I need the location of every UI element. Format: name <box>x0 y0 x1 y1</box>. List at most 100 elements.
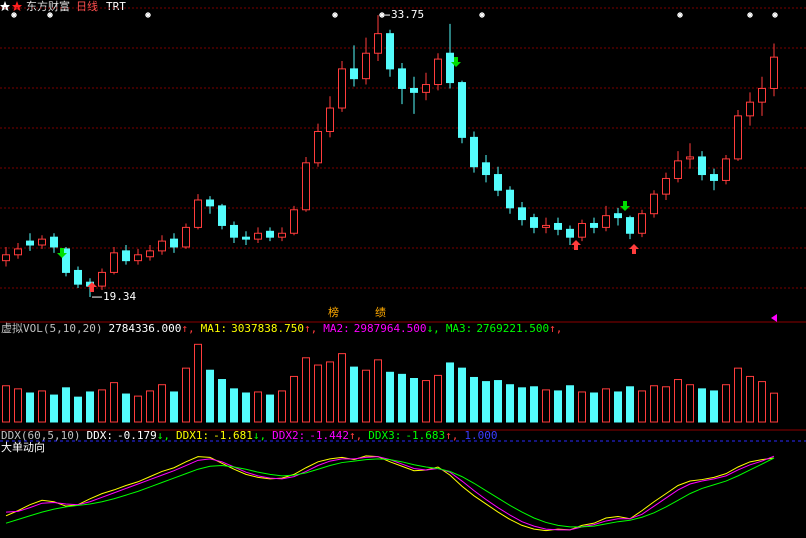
candle-body <box>434 58 442 86</box>
candle-body <box>302 162 310 211</box>
candle-body <box>206 199 214 207</box>
candle-body <box>290 209 298 234</box>
candle-body <box>218 205 226 226</box>
volume-bar <box>578 391 586 423</box>
annotation: 绩 <box>375 306 386 319</box>
volume-bar <box>254 391 262 423</box>
candle-body <box>458 82 466 138</box>
volume-bar <box>662 386 670 423</box>
buy-arrow <box>87 282 97 292</box>
volume-bar <box>38 390 46 423</box>
volume-bar <box>566 385 574 423</box>
volume-bar <box>350 366 358 423</box>
candle-body <box>194 199 202 228</box>
signal-star <box>47 12 53 18</box>
indicator-trend: ↑, <box>304 322 317 335</box>
candle-body <box>134 254 142 262</box>
indicator-value: 3037838.750 <box>231 322 304 335</box>
candle-body <box>590 222 598 228</box>
candle-body <box>62 248 70 273</box>
volume-bar <box>14 388 22 423</box>
candle-body <box>698 156 706 176</box>
buy-arrow <box>629 244 639 254</box>
signal-star <box>332 12 338 18</box>
candle-body <box>242 236 250 240</box>
volume-bar <box>506 384 514 423</box>
sell-arrow <box>57 248 67 258</box>
volume-bar <box>638 390 646 423</box>
indicator-name: DDX3: <box>368 429 401 442</box>
indicator-name: MA3: <box>446 322 473 335</box>
volume-bar <box>86 391 94 423</box>
volume-bar <box>62 387 70 423</box>
candle-body <box>602 215 610 228</box>
buy-arrow <box>571 240 581 250</box>
signal-star <box>11 12 17 18</box>
volume-bar <box>326 361 334 423</box>
volume-bar <box>710 390 718 423</box>
indicator-value: -1.681 <box>213 429 253 442</box>
candle-body <box>122 250 130 262</box>
volume-bar <box>494 380 502 423</box>
volume-bar <box>266 394 274 423</box>
volume-bar <box>542 389 550 423</box>
candle-body <box>146 250 154 258</box>
indicator-value: -0.179 <box>117 429 157 442</box>
candle-body <box>638 213 646 234</box>
volume-bar <box>674 379 682 423</box>
indicator-name: MA2: <box>323 322 350 335</box>
candle-body <box>386 33 394 70</box>
candle-body <box>446 52 454 84</box>
volume-bar <box>290 375 298 423</box>
candle-body <box>338 68 346 109</box>
volume-bar <box>74 396 82 423</box>
indicator-value: 2784336.000 <box>108 322 181 335</box>
volume-bar <box>98 389 106 423</box>
volume-bar <box>410 378 418 423</box>
candle-body <box>494 174 502 191</box>
candle-body <box>374 33 382 54</box>
volume-bar <box>338 353 346 423</box>
indicator-name: DDX: <box>86 429 113 442</box>
indicator-trend: ↑, <box>181 322 194 335</box>
volume-bar <box>434 374 442 423</box>
indicator-trend: ↑, <box>349 429 362 442</box>
indicator-value: 1.000 <box>464 429 497 442</box>
volume-bar <box>746 375 754 423</box>
candle-body <box>614 213 622 219</box>
volume-bar <box>170 391 178 423</box>
volume-bar <box>554 390 562 423</box>
volume-bar <box>482 381 490 423</box>
candle-body <box>74 269 82 285</box>
volume-bar <box>302 357 310 423</box>
candle-body <box>398 68 406 89</box>
volume-bar <box>650 385 658 423</box>
sell-arrow <box>620 201 630 211</box>
candle-body <box>98 271 106 287</box>
candle-body <box>542 224 550 228</box>
candle-body <box>230 224 238 238</box>
low-label: 19.34 <box>103 290 136 303</box>
volume-bar <box>314 364 322 423</box>
volume-bar <box>134 395 142 423</box>
indicator-value: 2987964.500 <box>354 322 427 335</box>
volume-bar <box>530 386 538 423</box>
volume-bar <box>470 376 478 423</box>
volume-bar <box>230 388 238 423</box>
indicator-trend: ↓, <box>157 429 170 442</box>
candle-body <box>518 207 526 221</box>
candle-body <box>278 232 286 238</box>
volume-bar <box>242 392 250 423</box>
volume-bar <box>26 392 34 423</box>
volume-bar <box>398 373 406 423</box>
candle-body <box>26 240 34 246</box>
ddx-line <box>5 455 775 532</box>
indicator-name: MA1: <box>201 322 228 335</box>
candle-body <box>314 131 322 164</box>
volume-bar <box>602 388 610 423</box>
volume-bar <box>614 391 622 423</box>
candle-body <box>2 254 10 262</box>
candle-body <box>254 232 262 240</box>
volume-bar <box>194 343 202 423</box>
